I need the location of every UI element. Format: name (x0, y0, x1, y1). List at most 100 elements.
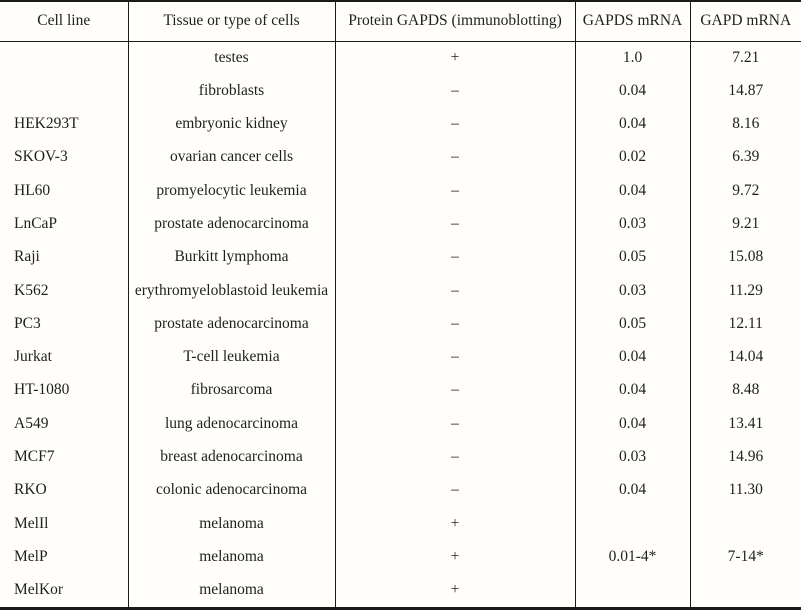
gapd-mrna-value: 8.48 (732, 381, 760, 399)
gapds-mrna-value: 0.04 (575, 473, 691, 507)
filler-row (0, 606, 801, 609)
protein-gapds-value: + (335, 573, 576, 607)
cell-line-value (0, 41, 129, 75)
cell-line-value: K562 (0, 273, 129, 308)
gapd-mrna-value (690, 507, 801, 540)
protein-gapds-value: – (335, 74, 576, 108)
gapd-mrna-value: 9.21 (732, 215, 760, 233)
tissue-or-type-value: promyelocytic leukemia (128, 174, 336, 208)
cell-line-value: SKOV-3 (0, 140, 129, 175)
tissue-or-type-value: lung adenocarcinoma (128, 407, 336, 441)
gapd-mrna-value: 12.11 (728, 314, 763, 332)
tissue-or-type-value: fibrosarcoma (128, 373, 336, 408)
cell-line-value: MelIl (0, 506, 129, 541)
protein-gapds-value: – (335, 240, 576, 274)
gapds-mrna-value: 0.05 (575, 240, 691, 274)
gapds-mrna-value: 0.04 (575, 174, 691, 208)
tissue-or-type-value: breast adenocarcinoma (128, 440, 336, 474)
gapd-mrna-value: 6.39 (732, 148, 760, 166)
table-bottom-filler (0, 606, 801, 609)
cell-line-value: RKO (0, 473, 129, 507)
table-row: HT-1080 fibrosarcoma – 0.04 8.48 (0, 373, 801, 408)
cell-line-value: Raji (0, 240, 129, 274)
tissue-or-type-value: T-cell leukemia (128, 340, 336, 374)
tissue-or-type-value: embryonic kidney (128, 107, 336, 141)
protein-gapds-value: – (335, 373, 576, 408)
tissue-or-type-value: melanoma (128, 540, 336, 574)
tissue-or-type-value: prostate adenocarcinoma (128, 307, 336, 341)
gapds-mrna-value: 0.03 (575, 273, 691, 308)
table-row: HEK293T embryonic kidney – 0.04 8.16 (0, 107, 801, 141)
table-row: Raji Burkitt lymphoma – 0.05 15.08 (0, 240, 801, 274)
protein-gapds-value: + (335, 506, 576, 541)
gapd-mrna-value: 9.72 (732, 181, 760, 199)
protein-gapds-value: – (335, 207, 576, 241)
protein-gapds-value: – (335, 273, 576, 308)
table-row: RKO colonic adenocarcinoma – 0.04 11.30 (0, 473, 801, 507)
cell-line-value: PC3 (0, 307, 129, 341)
header-row: Cell line Tissue or type of cells Protei… (0, 1, 801, 42)
gapds-mrna-value: 0.05 (575, 307, 691, 341)
table-row: Jurkat T-cell leukemia – 0.04 14.04 (0, 340, 801, 374)
gapd-mrna-value: 14.04 (728, 348, 764, 366)
table-row: testes + 1.0 7.21 (0, 41, 801, 75)
protein-gapds-value: – (335, 140, 576, 175)
gapds-mrna-value: 0.03 (575, 207, 691, 241)
tissue-or-type-value: erythromyeloblastoid leukemia (128, 273, 336, 308)
gapd-mrna-value: 11.30 (728, 481, 763, 499)
table-row: MelKor melanoma + (0, 573, 801, 607)
gapds-mrna-value: 0.04 (575, 340, 691, 374)
header-gapds-mrna: GAPDS mRNA (575, 1, 691, 42)
tissue-or-type-value: prostate adenocarcinoma (128, 207, 336, 241)
protein-gapds-value: + (335, 41, 576, 75)
header-tissue-or-type: Tissue or type of cells (128, 1, 336, 42)
gapds-mrna-value (575, 573, 691, 607)
protein-gapds-value: – (335, 473, 576, 507)
table-row: LnCaP prostate adenocarcinoma – 0.03 9.2… (0, 207, 801, 241)
gapds-mrna-value: 0.04 (575, 373, 691, 408)
gapd-mrna-value: 8.16 (732, 115, 760, 133)
gapds-mrna-value: 0.01-4* (575, 540, 691, 574)
gapds-mrna-value: 0.04 (575, 407, 691, 441)
cell-line-value: MelKor (0, 573, 129, 607)
table-body: testes + 1.0 7.21 fibroblasts – 0.04 14.… (0, 41, 801, 607)
table-row: HL60 promyelocytic leukemia – 0.04 9.72 (0, 174, 801, 208)
table-row: A549 lung adenocarcinoma – 0.04 13.41 (0, 407, 801, 441)
cell-line-value: A549 (0, 407, 129, 441)
tissue-or-type-value: testes (128, 41, 336, 75)
table-row: K562 erythromyeloblastoid leukemia – 0.0… (0, 273, 801, 308)
cell-line-value: LnCaP (0, 207, 129, 241)
table-row: MelP melanoma + 0.01-4* 7-14* (0, 540, 801, 574)
gapds-mrna-value: 0.03 (575, 440, 691, 474)
table-row: fibroblasts – 0.04 14.87 (0, 74, 801, 108)
tissue-or-type-value: colonic adenocarcinoma (128, 473, 336, 507)
table-row: MCF7 breast adenocarcinoma – 0.03 14.96 (0, 440, 801, 474)
tissue-or-type-value: melanoma (128, 506, 336, 541)
protein-gapds-value: – (335, 174, 576, 208)
cell-line-value: Jurkat (0, 340, 129, 374)
cell-line-value: MCF7 (0, 440, 129, 474)
tissue-or-type-value: Burkitt lymphoma (128, 240, 336, 274)
gapd-mrna-value: 13.41 (728, 414, 764, 432)
gapds-mrna-value: 0.02 (575, 140, 691, 175)
tissue-or-type-value: melanoma (128, 573, 336, 607)
header-protein-gapds: Protein GAPDS (immunoblotting) (335, 1, 576, 42)
gapd-mrna-value: 11.29 (728, 281, 763, 299)
cell-line-value: HEK293T (0, 107, 129, 141)
protein-gapds-value: – (335, 340, 576, 374)
table-row: MelIl melanoma + (0, 506, 801, 541)
gapd-mrna-value: 15.08 (728, 248, 764, 266)
table-row: PC3 prostate adenocarcinoma – 0.05 12.11 (0, 307, 801, 341)
gapd-mrna-value: 14.96 (728, 448, 764, 466)
gapd-mrna-value: 7.21 (732, 48, 760, 66)
gapds-mrna-value: 0.04 (575, 74, 691, 108)
header-gapd-mrna: GAPD mRNA (690, 1, 801, 42)
table-row: SKOV-3 ovarian cancer cells – 0.02 6.39 (0, 140, 801, 175)
protein-gapds-value: – (335, 107, 576, 141)
protein-gapds-value: – (335, 307, 576, 341)
tissue-or-type-value: ovarian cancer cells (128, 140, 336, 175)
gapds-mrna-value: 1.0 (575, 41, 691, 75)
gapds-mrna-value: 0.04 (575, 107, 691, 141)
gapd-mrna-value (690, 574, 801, 607)
